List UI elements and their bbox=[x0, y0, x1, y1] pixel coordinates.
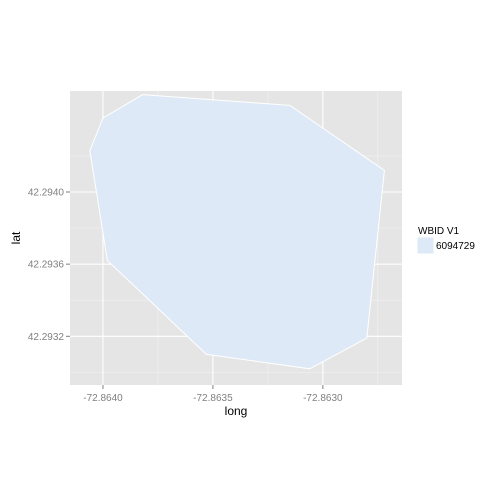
legend: WBID V1 6094729 bbox=[416, 226, 475, 255]
x-axis-ticks: -72.8640 -72.8635 -72.8630 bbox=[83, 385, 343, 404]
y-axis-title: lat bbox=[9, 231, 23, 244]
polygon-layer bbox=[89, 94, 385, 370]
y-axis-ticks: 42.2932 42.2936 42.2940 bbox=[28, 188, 70, 343]
y-tick-label: 42.2940 bbox=[28, 188, 65, 199]
legend-title: WBID V1 bbox=[418, 226, 460, 237]
legend-key-6094729 bbox=[416, 236, 435, 255]
x-tick-label: -72.8640 bbox=[83, 393, 123, 404]
y-tick-label: 42.2936 bbox=[28, 260, 65, 271]
legend-label-6094729: 6094729 bbox=[436, 241, 475, 252]
y-tick-label: 42.2932 bbox=[28, 332, 65, 343]
x-tick-label: -72.8635 bbox=[193, 393, 233, 404]
x-tick-label: -72.8630 bbox=[303, 393, 343, 404]
polygon-6094729 bbox=[89, 94, 385, 370]
x-axis-title: long bbox=[225, 404, 248, 418]
